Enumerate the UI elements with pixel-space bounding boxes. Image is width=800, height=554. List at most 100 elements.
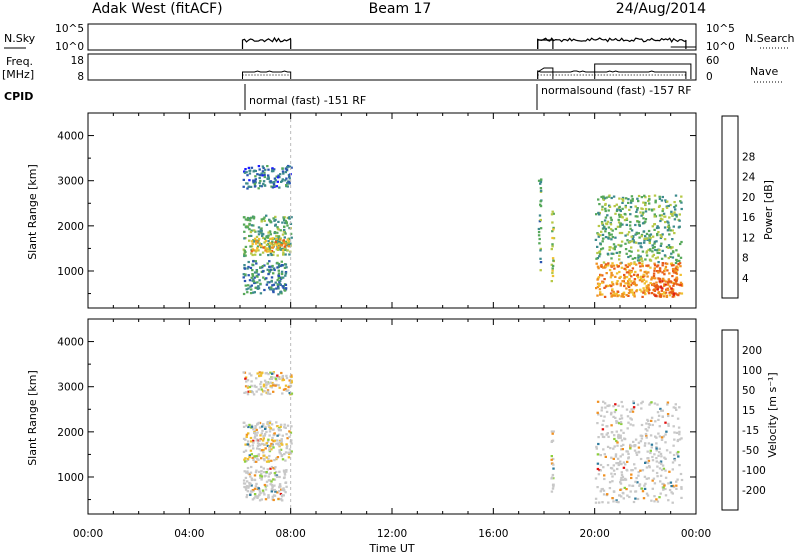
power-cell bbox=[647, 292, 651, 295]
power-cell bbox=[290, 166, 293, 169]
power-cell bbox=[624, 234, 627, 237]
power-cell bbox=[551, 221, 554, 224]
power-cell bbox=[246, 267, 249, 270]
power-cell bbox=[607, 264, 610, 267]
power-cell bbox=[609, 216, 613, 219]
power-cell bbox=[665, 245, 669, 249]
power-cell bbox=[550, 280, 553, 283]
velocity-cell bbox=[612, 464, 615, 467]
power-cell bbox=[651, 255, 654, 258]
velocity-cell bbox=[596, 411, 599, 414]
velocity-cell bbox=[262, 385, 266, 388]
power-cell bbox=[275, 234, 278, 237]
velocity-cell bbox=[288, 392, 291, 395]
velocity-cell bbox=[655, 457, 658, 460]
power-cell bbox=[646, 238, 649, 241]
power-cell bbox=[263, 288, 266, 292]
power-cell bbox=[671, 290, 675, 293]
velocity-cell bbox=[263, 434, 266, 437]
power-cell bbox=[282, 276, 285, 279]
power-cell bbox=[637, 254, 640, 257]
power-cell bbox=[269, 237, 272, 240]
power-cell bbox=[666, 200, 669, 203]
power-cell bbox=[658, 214, 662, 217]
velocity-cell bbox=[277, 497, 280, 500]
velocity-cell bbox=[277, 490, 281, 493]
power-cell bbox=[260, 220, 263, 223]
power-cell bbox=[630, 246, 633, 249]
power-cell bbox=[599, 291, 602, 294]
velocity-cell bbox=[652, 477, 656, 480]
velocity-cell bbox=[667, 424, 670, 427]
power-cell bbox=[271, 264, 274, 268]
velocity-cell bbox=[256, 447, 259, 450]
power-cell bbox=[660, 286, 663, 289]
power-cell bbox=[273, 168, 276, 171]
power-cell bbox=[288, 180, 291, 183]
velocity-cell bbox=[288, 448, 292, 451]
velocity-cell bbox=[630, 473, 633, 476]
velocity-cell bbox=[282, 494, 285, 497]
velocity-cell bbox=[262, 457, 266, 461]
velocity-cell bbox=[646, 457, 649, 460]
time-tick-label: 12:00 bbox=[377, 528, 407, 540]
power-cell bbox=[552, 226, 555, 229]
velocity-cell bbox=[255, 469, 258, 472]
velocity-cell bbox=[261, 425, 264, 428]
velocity-cell bbox=[653, 482, 657, 485]
power-cell bbox=[284, 288, 288, 291]
velocity-cell bbox=[245, 485, 249, 488]
velocity-cell bbox=[635, 451, 638, 454]
velocity-cell bbox=[552, 463, 555, 466]
velocity-cell bbox=[631, 484, 635, 487]
power-cell bbox=[648, 234, 651, 237]
power-cell bbox=[600, 230, 603, 233]
power-cell bbox=[658, 280, 661, 283]
power-cell bbox=[262, 217, 265, 220]
velocity-cell bbox=[267, 457, 270, 460]
power-cell bbox=[277, 274, 280, 277]
power-cell bbox=[638, 224, 641, 227]
power-cell bbox=[616, 283, 619, 286]
power-cell bbox=[617, 243, 620, 247]
velocity-cell bbox=[245, 433, 249, 436]
velocity-cell bbox=[283, 470, 286, 473]
velocity-cell bbox=[676, 453, 679, 456]
power-cell bbox=[639, 269, 642, 272]
power-cell bbox=[602, 197, 605, 200]
velocity-cell bbox=[287, 456, 291, 459]
velocity-cell bbox=[639, 434, 642, 437]
power-cell bbox=[601, 233, 605, 236]
power-cell bbox=[608, 233, 611, 236]
power-cell bbox=[243, 216, 246, 219]
power-cell bbox=[630, 235, 633, 238]
power-cell bbox=[537, 227, 541, 231]
power-cell bbox=[615, 292, 619, 295]
velocity-cell bbox=[274, 466, 277, 469]
velocity-cell bbox=[257, 487, 260, 490]
velocity-cell bbox=[251, 490, 254, 493]
power-cell bbox=[601, 247, 605, 250]
power-cell bbox=[551, 271, 554, 275]
velocity-cell bbox=[269, 427, 273, 430]
power-cell bbox=[632, 293, 635, 296]
power-cell bbox=[654, 199, 657, 202]
power-cell bbox=[640, 257, 643, 260]
power-cell bbox=[638, 220, 641, 223]
power-cell bbox=[631, 199, 634, 202]
velocity-cell bbox=[246, 470, 249, 473]
velocity-cell bbox=[285, 445, 289, 448]
power-cell bbox=[664, 199, 667, 202]
power-cell bbox=[647, 248, 650, 251]
velocity-cell bbox=[244, 438, 247, 441]
power-cell bbox=[632, 239, 635, 242]
velocity-cell bbox=[657, 414, 661, 417]
power-cell bbox=[625, 294, 628, 297]
velocity-cell bbox=[659, 407, 662, 410]
power-cell bbox=[610, 295, 613, 298]
power-cell bbox=[621, 199, 625, 202]
velocity-cell bbox=[290, 439, 293, 442]
power-cell bbox=[628, 290, 632, 293]
velocity-cell bbox=[610, 456, 613, 459]
velocity-cell bbox=[244, 376, 248, 379]
